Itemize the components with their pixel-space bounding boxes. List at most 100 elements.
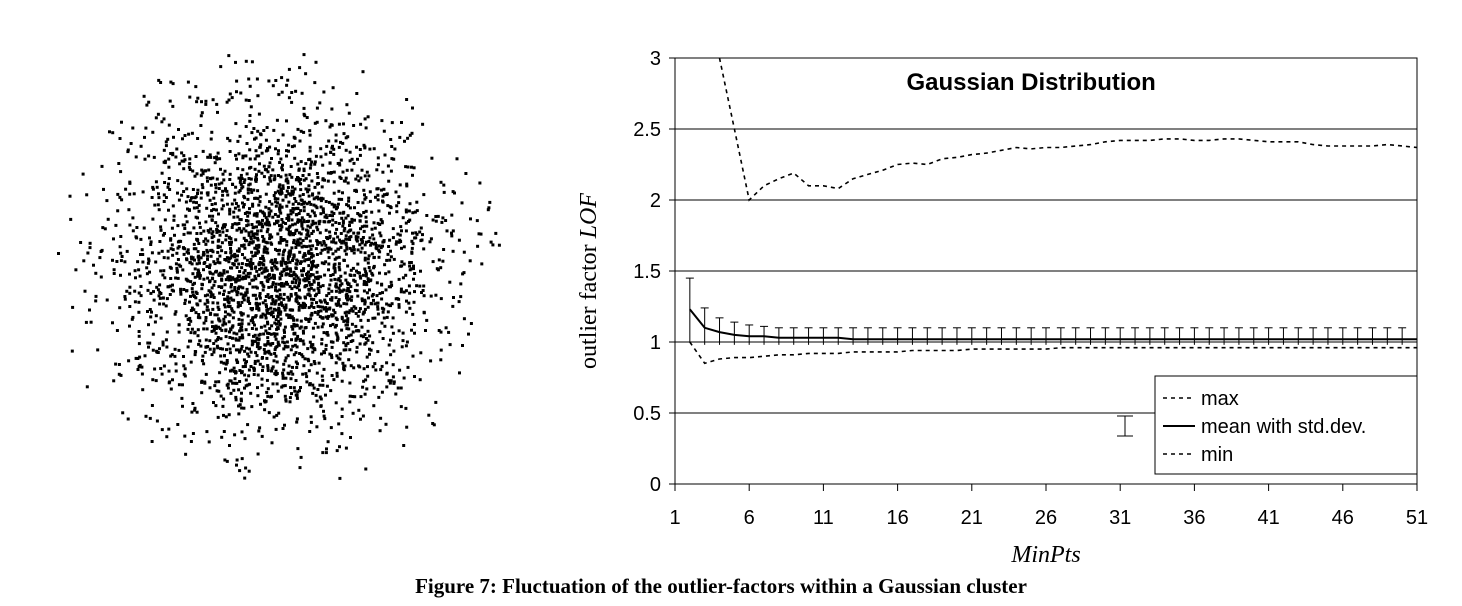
scatter-point: [335, 371, 339, 375]
scatter-point: [273, 276, 276, 280]
scatter-point: [400, 229, 403, 233]
scatter-point: [364, 341, 368, 345]
scatter-point: [276, 138, 280, 142]
scatter-point: [310, 179, 314, 183]
scatter-point: [263, 222, 267, 226]
scatter-point: [338, 445, 341, 449]
scatter-point: [408, 291, 412, 295]
scatter-point: [241, 168, 245, 172]
scatter-point: [137, 268, 141, 272]
scatter-point: [323, 220, 327, 224]
scatter-point: [330, 353, 333, 357]
scatter-point: [111, 321, 114, 325]
scatter-point: [439, 297, 443, 301]
scatter-point: [182, 232, 186, 236]
scatter-point: [267, 332, 271, 335]
scatter-point: [200, 168, 204, 172]
scatter-point: [352, 248, 356, 252]
y-tick-label: 0: [650, 474, 661, 496]
scatter-point: [322, 90, 326, 94]
scatter-point: [320, 243, 324, 247]
error-bars: [685, 277, 1407, 345]
scatter-point: [217, 389, 221, 393]
scatter-point: [297, 168, 301, 172]
scatter-point: [233, 433, 237, 437]
scatter-point: [235, 228, 239, 232]
scatter-point: [216, 246, 220, 249]
scatter-point: [151, 217, 155, 221]
scatter-point: [212, 260, 216, 264]
scatter-point: [169, 354, 173, 358]
scatter-point: [385, 371, 389, 375]
scatter-point: [188, 300, 191, 304]
scatter-point: [382, 187, 386, 191]
scatter-point: [351, 266, 355, 270]
scatter-point: [265, 126, 269, 129]
scatter-point: [209, 227, 213, 231]
scatter-point: [247, 368, 251, 372]
scatter-point: [224, 234, 228, 238]
scatter-point: [242, 236, 246, 240]
scatter-point: [253, 359, 257, 363]
scatter-point: [193, 281, 196, 285]
scatter-point: [237, 262, 241, 266]
scatter-point: [173, 354, 177, 358]
scatter-point: [248, 148, 252, 152]
scatter-point: [348, 238, 352, 241]
scatter-point: [199, 344, 203, 348]
scatter-point: [285, 189, 289, 193]
scatter-point: [368, 147, 372, 151]
scatter-point: [217, 182, 221, 186]
scatter-point: [261, 283, 265, 287]
scatter-point: [195, 232, 199, 235]
legend-box: [1154, 375, 1418, 475]
scatter-point: [181, 137, 184, 141]
scatter-point: [230, 266, 234, 270]
scatter-point: [282, 292, 286, 296]
scatter-point: [287, 67, 291, 71]
scatter-point: [342, 348, 346, 352]
scatter-point: [216, 257, 220, 261]
scatter-point: [201, 354, 205, 358]
scatter-point: [434, 219, 438, 223]
scatter-point: [315, 120, 319, 124]
scatter-point: [298, 194, 302, 198]
scatter-point: [440, 220, 444, 224]
scatter-point: [355, 329, 358, 333]
scatter-point: [419, 351, 423, 355]
scatter-point: [251, 204, 255, 208]
scatter-point: [218, 319, 222, 323]
scatter-point: [360, 241, 364, 245]
scatter-point: [248, 382, 251, 386]
scatter-point: [439, 330, 443, 334]
scatter-point: [253, 137, 256, 141]
x-tick-label: 21: [961, 507, 983, 529]
scatter-point: [434, 293, 438, 297]
scatter-point: [188, 168, 192, 171]
scatter-point: [330, 240, 334, 244]
scatter-point: [177, 383, 181, 387]
scatter-point: [264, 240, 268, 244]
scatter-point: [371, 365, 375, 369]
scatter-point: [202, 362, 206, 366]
scatter-point: [331, 218, 335, 222]
scatter-point: [205, 305, 209, 309]
scatter-point: [374, 243, 378, 247]
scatter-point: [351, 309, 355, 313]
scatter-point: [186, 345, 190, 349]
scatter-point: [259, 229, 263, 233]
scatter-point: [308, 133, 312, 137]
scatter-point: [241, 286, 245, 290]
scatter-point: [285, 204, 289, 208]
scatter-point: [334, 231, 337, 235]
scatter-point: [246, 191, 250, 195]
scatter-point: [325, 302, 329, 305]
scatter-point: [216, 224, 220, 228]
scatter-point: [232, 344, 236, 348]
scatter-point: [268, 273, 271, 277]
scatter-point: [404, 273, 408, 277]
scatter-point: [296, 390, 300, 394]
scatter-point: [378, 429, 382, 433]
scatter-point: [111, 258, 114, 262]
scatter-point: [170, 226, 174, 230]
